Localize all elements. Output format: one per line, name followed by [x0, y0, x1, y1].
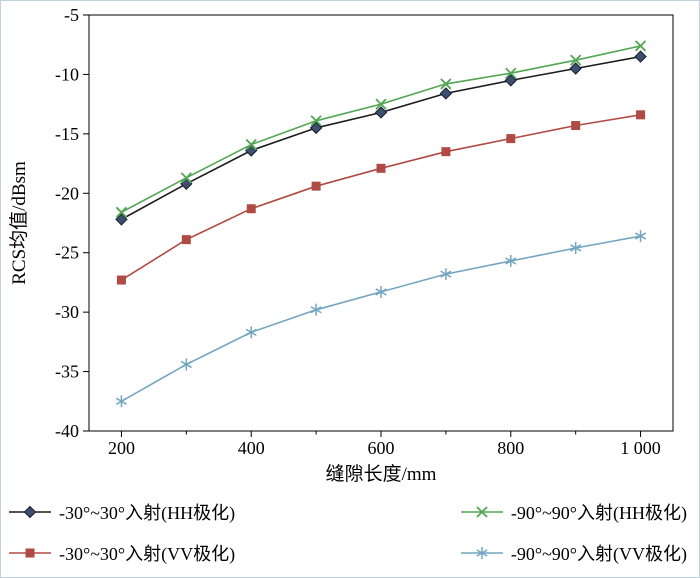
y-axis-title: RCS均值/dBsm [8, 161, 30, 285]
data-point-square [376, 163, 386, 173]
legend-label: -90°~90°入射(VV极化) [510, 544, 687, 564]
x-tick-label: 200 [108, 438, 135, 458]
x-tick-label: 1 000 [620, 438, 661, 458]
data-point-asterisk [375, 285, 387, 298]
data-point-asterisk [505, 255, 517, 268]
data-point-x [115, 206, 128, 218]
y-tick-label: -30 [55, 302, 79, 322]
data-point-square [441, 147, 451, 157]
legend-item-1: -30°~30°入射(VV极化) [7, 540, 235, 566]
series-line [120, 114, 641, 281]
data-point-x [634, 40, 647, 52]
data-point-x [245, 138, 257, 151]
data-point-asterisk [476, 547, 488, 559]
legend-marker-square-icon [9, 548, 51, 558]
y-tick-label: -25 [55, 243, 79, 263]
data-point-x [570, 54, 582, 66]
data-point-diamond [504, 74, 517, 87]
series-0 [115, 50, 647, 226]
plot-frame [88, 14, 674, 432]
y-tick-label: -15 [55, 124, 79, 144]
data-point-diamond [439, 87, 453, 100]
data-point-diamond [309, 121, 323, 135]
data-point-diamond [569, 62, 582, 75]
legend-marker-asterisk-icon [460, 547, 503, 559]
y-tick-label: -40 [55, 421, 79, 441]
x-tick-label: 400 [238, 438, 265, 458]
data-point-asterisk [570, 241, 582, 254]
legend-marker-x-icon [460, 506, 503, 518]
data-point-asterisk [180, 358, 192, 371]
data-point-asterisk [634, 230, 647, 243]
data-point-diamond [374, 106, 388, 119]
data-point-x [476, 506, 488, 518]
data-point-x [375, 98, 387, 110]
y-tick-label: -35 [55, 362, 79, 382]
y-tick-label: -5 [64, 5, 79, 25]
data-point-asterisk [440, 268, 452, 281]
data-point-square [116, 275, 126, 285]
data-point-diamond [23, 505, 37, 519]
x-tick-label: 600 [368, 438, 395, 458]
legend-item-2: -90°~90°入射(HH极化) [459, 499, 687, 525]
legend-item-3: -90°~90°入射(VV极化) [459, 540, 687, 566]
plot-canvas: 200 400 600 800 1 000 -40 -35 -30 -25 -20 -15 -10 -5… [8, 5, 674, 485]
data-point-x [505, 67, 517, 79]
data-point-diamond [115, 213, 128, 226]
x-tick-label: 800 [497, 438, 524, 458]
legend-label: -30°~30°入射(VV极化) [59, 544, 236, 564]
data-point-square [571, 121, 581, 131]
data-point-x [180, 172, 192, 184]
data-point-square [246, 204, 256, 214]
data-point-square [311, 181, 321, 191]
legend-label: -90°~90°入射(HH极化) [510, 503, 687, 523]
data-point-diamond [634, 50, 647, 63]
data-point-square [181, 235, 191, 245]
chart-legend: -30°~30°入射(HH极化) -30°~30°入射(VV极化) -90°~90°… [1, 485, 699, 566]
data-point-square [506, 134, 516, 144]
data-point-asterisk [310, 303, 322, 316]
series-1 [116, 110, 646, 285]
legend-label: -30°~30°入射(HH极化) [59, 503, 236, 523]
data-point-x [440, 78, 452, 90]
data-point-asterisk [115, 395, 128, 408]
series-3 [115, 230, 647, 408]
y-tick-label: -10 [55, 64, 79, 84]
data-point-x [310, 115, 322, 127]
series-2 [115, 40, 647, 218]
data-point-asterisk [245, 326, 257, 339]
legend-item-0: -30°~30°入射(HH极化) [7, 499, 235, 525]
series-line [121, 235, 641, 402]
series-line [121, 55, 641, 221]
data-point-square [636, 110, 646, 120]
legend-marker-diamond-icon [9, 505, 51, 519]
x-axis-title: 缝隙长度/mm [326, 463, 437, 485]
data-point-square [25, 548, 35, 558]
y-tick-label: -20 [55, 183, 79, 203]
